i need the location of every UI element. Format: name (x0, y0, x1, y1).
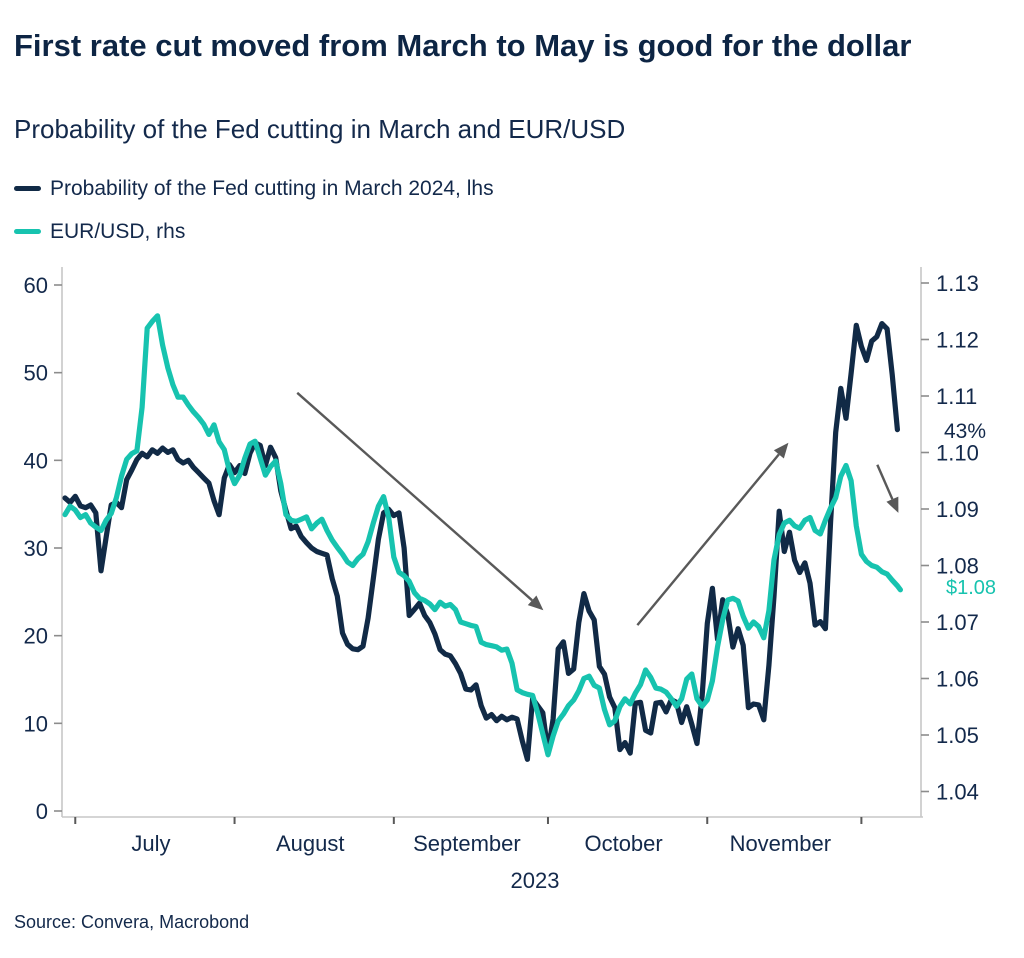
trend-arrow-head (773, 442, 789, 459)
x-axis-year-label: 2023 (511, 868, 560, 893)
probability-line (62, 321, 900, 762)
left-axis-tick-label: 0 (36, 799, 48, 824)
legend: Probability of the Fed cutting in March … (14, 172, 494, 258)
eurusd-line (62, 313, 903, 758)
right-axis-tick-label: 1.04 (936, 780, 979, 805)
probability-line-swatch (14, 186, 41, 191)
trend-arrow-head (886, 496, 899, 513)
x-axis-month-label: September (413, 831, 521, 856)
legend-label-probability: Probability of the Fed cutting in March … (50, 176, 494, 200)
trend-arrow-shaft (636, 453, 780, 626)
right-axis-tick-label: 1.09 (936, 497, 979, 522)
right-axis-tick-label: 1.12 (936, 328, 979, 353)
left-axis-tick-label: 10 (24, 711, 48, 736)
source-note: Source: Convera, Macrobond (14, 912, 250, 932)
trend-arrow-shaft (876, 464, 894, 500)
x-axis-month-label: July (131, 831, 170, 856)
x-axis-month-label: August (276, 831, 345, 856)
trend-arrow-head (527, 595, 544, 611)
right-axis-tick-label: 1.08 (936, 554, 979, 579)
x-axis-month-label: October (584, 831, 662, 856)
page-title: First rate cut moved from March to May i… (14, 28, 912, 63)
right-axis-tick-label: 1.05 (936, 723, 979, 748)
right-axis-tick-label: 1.13 (936, 271, 979, 296)
left-axis-tick-label: 30 (24, 536, 48, 561)
trend-arrow-shaft (296, 391, 533, 602)
eurusd-end-value-label: $1.08 (946, 577, 997, 600)
left-axis-tick-label: 50 (24, 361, 48, 386)
left-axis-tick-label: 60 (24, 273, 48, 298)
legend-item-probability: Probability of the Fed cutting in March … (14, 172, 494, 205)
right-axis-tick-label: 1.11 (936, 384, 977, 409)
probability-end-value-label: 43% (944, 420, 987, 444)
eurusd-line-swatch (14, 229, 41, 234)
left-axis-tick-label: 40 (24, 448, 48, 473)
chart-subtitle: Probability of the Fed cutting in March … (14, 114, 626, 144)
legend-item-eurusd: EUR/USD, rhs (14, 215, 494, 248)
x-axis-month-label: November (730, 831, 831, 856)
right-axis-tick-label: 1.07 (936, 610, 979, 635)
left-axis-tick-label: 20 (24, 624, 48, 649)
right-axis-tick-label: 1.06 (936, 667, 979, 692)
legend-label-eurusd: EUR/USD, rhs (50, 219, 186, 243)
right-axis-tick-label: 1.10 (936, 441, 979, 466)
